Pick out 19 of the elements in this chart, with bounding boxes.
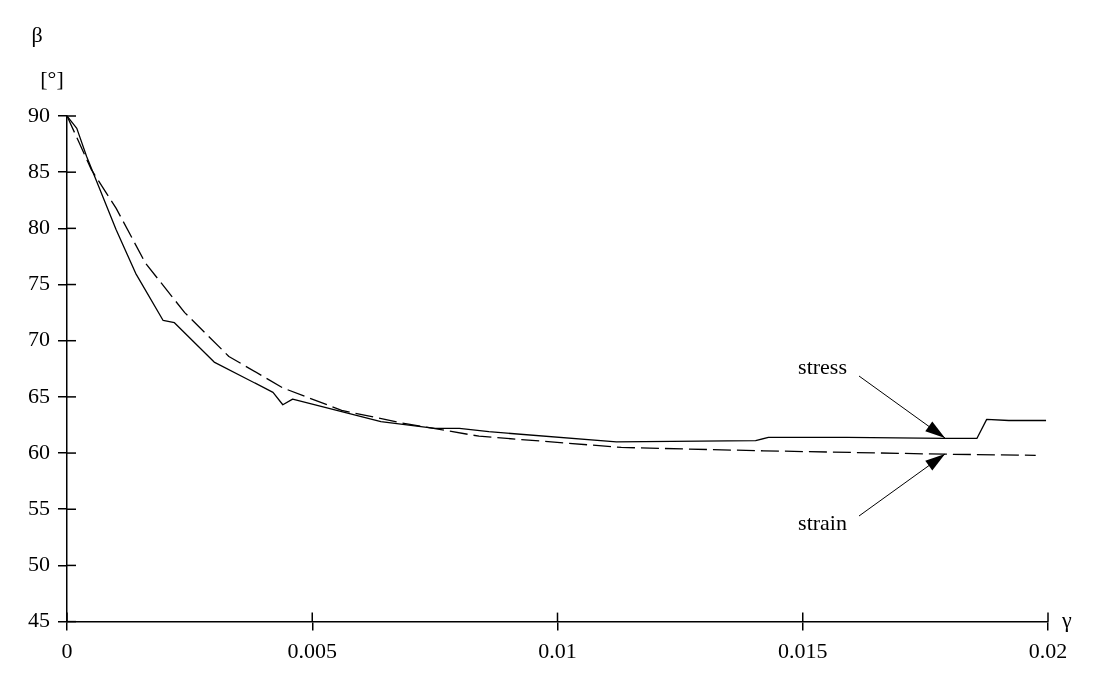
y-axis-title: β [°] [31,22,64,91]
y-tick-label: 90 [28,101,50,127]
y-tick-label: 65 [28,382,50,408]
y-tick-label: 85 [28,157,50,183]
x-tick-label: 0.015 [778,637,828,663]
x-axis-title: γ [1061,607,1072,633]
y-tick-label: 60 [28,438,50,464]
annotation: strain [798,509,847,535]
y-tick-label: 45 [28,607,50,633]
y-tick-label: 80 [28,214,50,240]
x-tick-label: 0 [61,637,73,663]
y-tick-label: 50 [28,551,50,577]
y-tick-label: 70 [28,326,50,352]
y-tick-label: 55 [28,495,50,521]
x-tick-label: 0.01 [538,637,577,663]
x-tick-label: 0.02 [1028,637,1068,663]
x-tick-label: 0.005 [287,637,337,663]
y-tick-label: 75 [28,270,50,296]
annotation: stress [798,354,847,380]
